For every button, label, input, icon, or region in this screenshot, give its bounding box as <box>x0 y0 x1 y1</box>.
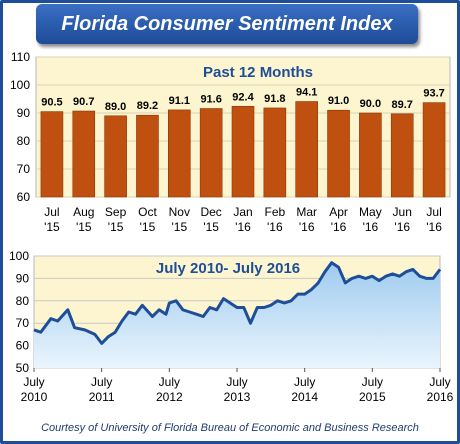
bar <box>295 101 318 198</box>
bar-x-tick-label: Oct <box>138 205 157 219</box>
bar-x-tick-label: '15 <box>44 220 60 234</box>
area-y-tick-label: 100 <box>9 249 29 263</box>
bar-data-label: 89.0 <box>105 101 126 113</box>
bar-y-tick-label: 90 <box>17 106 31 120</box>
bar-x-tick-label: '16 <box>299 220 315 234</box>
bar <box>231 105 255 198</box>
area-y-tick-label: 50 <box>16 361 30 375</box>
area-x-tick-label: July <box>91 375 112 389</box>
bar <box>263 107 287 198</box>
bar-x-tick-label: '15 <box>203 220 219 234</box>
bar-x-tick-label: '15 <box>108 220 124 234</box>
bar-x-tick-label: '16 <box>426 220 442 234</box>
area-x-tick-label: July <box>362 375 383 389</box>
area-x-tick-label: July <box>159 375 180 389</box>
bar-x-tick-label: Nov <box>169 205 190 219</box>
area-x-tick-label: 2010 <box>21 390 48 404</box>
area-y-tick-label: 80 <box>16 294 30 308</box>
bar-chart-subtitle: Past 12 Months <box>203 64 313 81</box>
bar-x-tick-label: '16 <box>235 220 251 234</box>
bar-x-tick-label: Feb <box>265 205 286 219</box>
area-y-tick-label: 70 <box>16 316 30 330</box>
bar-x-tick-label: Mar <box>296 205 317 219</box>
area-x-tick-label: 2015 <box>359 390 386 404</box>
bar-x-tick-label: '15 <box>140 220 156 234</box>
bar <box>136 114 159 198</box>
bar-y-tick-label: 110 <box>11 50 30 64</box>
bar-x-tick-label: Jul <box>44 205 59 219</box>
area-y-tick-label: 90 <box>16 271 30 285</box>
bar-x-tick-label: '16 <box>394 220 410 234</box>
bar-data-label: 91.6 <box>200 94 221 106</box>
bar-x-tick-label: '15 <box>76 220 92 234</box>
bar <box>327 109 350 198</box>
bar <box>168 109 191 198</box>
bar-data-label: 91.1 <box>169 95 190 107</box>
area-x-tick-label: 2013 <box>224 390 251 404</box>
bar-x-tick-label: '16 <box>267 220 283 234</box>
bar-data-label: 91.8 <box>264 93 285 105</box>
bar-x-tick-label: Aug <box>73 205 94 219</box>
bar-x-tick-label: '15 <box>171 220 187 234</box>
bar-x-tick-label: '16 <box>363 220 379 234</box>
bar-y-tick-label: 60 <box>17 190 31 204</box>
area-x-tick-label: July <box>226 375 247 389</box>
source-credit: Courtesy of University of Florida Bureau… <box>41 422 419 434</box>
bar-y-tick-label: 80 <box>17 134 31 148</box>
bar-x-tick-label: Dec <box>200 205 221 219</box>
area-y-tick-label: 60 <box>16 339 30 353</box>
bar <box>422 102 446 198</box>
bar <box>40 111 64 198</box>
area-x-tick-label: July <box>294 375 315 389</box>
bar-x-tick-label: Jun <box>393 205 412 219</box>
bar-data-label: 90.0 <box>360 98 381 110</box>
bar <box>390 113 414 198</box>
chart-title-banner: Florida Consumer Sentiment Index <box>36 4 418 44</box>
area-x-tick-label: July <box>23 375 44 389</box>
area-chart-subtitle: July 2010- July 2016 <box>156 260 300 277</box>
bar-data-label: 93.7 <box>423 88 444 100</box>
bar-data-label: 94.1 <box>296 87 317 99</box>
area-series-line <box>33 261 442 345</box>
bar-x-tick-label: Jan <box>233 205 252 219</box>
bar-x-tick-label: Jul <box>426 205 441 219</box>
bar-data-label: 91.0 <box>328 95 349 107</box>
bar <box>72 110 96 198</box>
area-x-tick-label: 2011 <box>89 390 115 404</box>
area-x-tick-label: 2012 <box>156 390 183 404</box>
bar-data-label: 89.2 <box>137 100 158 112</box>
area-x-tick-label: 2016 <box>427 390 454 404</box>
bar-data-label: 90.5 <box>41 97 62 109</box>
bar-data-label: 90.7 <box>73 96 94 108</box>
area-fill <box>34 262 440 368</box>
bar <box>359 112 382 198</box>
bar-y-tick-label: 70 <box>17 162 31 176</box>
bar-x-tick-label: May <box>359 205 382 219</box>
bar-y-tick-label: 100 <box>10 78 30 92</box>
area-x-tick-label: 2014 <box>291 390 318 404</box>
bar-data-label: 89.7 <box>392 99 413 111</box>
bar <box>199 108 223 198</box>
bar-x-tick-label: Sep <box>105 205 127 219</box>
bar-x-tick-label: Apr <box>329 205 348 219</box>
area-x-tick-label: July <box>429 375 450 389</box>
bar-data-label: 92.4 <box>232 91 254 103</box>
bar <box>104 115 127 198</box>
bar-x-tick-label: '16 <box>331 220 347 234</box>
